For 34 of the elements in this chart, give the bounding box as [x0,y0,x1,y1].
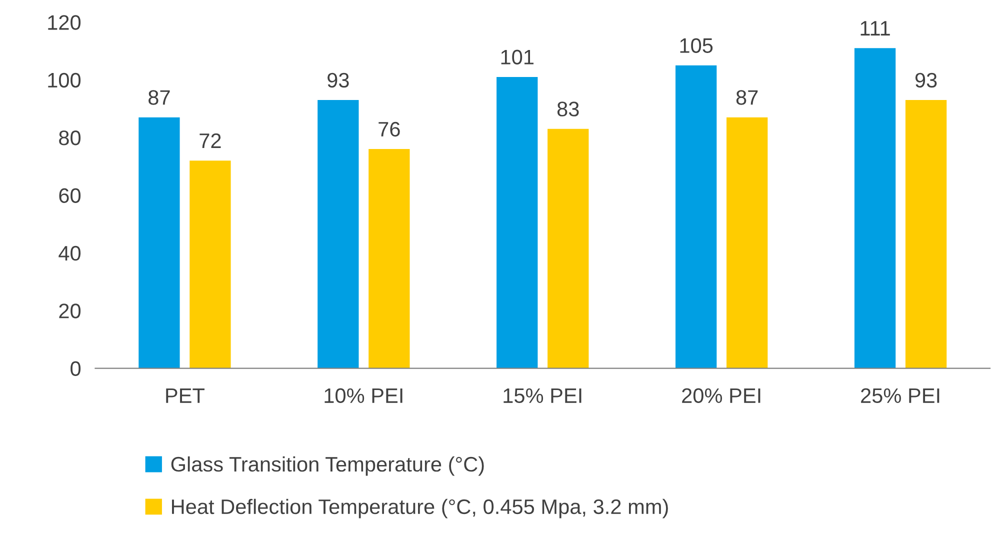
data-label: 111 [860,21,890,36]
legend-label: Heat Deflection Temperature (°C, 0.455 Mpa, 3.2 mm) [172,498,668,518]
data-label: 93 [328,72,349,88]
data-label: 105 [680,38,713,53]
bar [726,117,768,368]
x-tick-label: 20% PEI [682,388,760,404]
bar [496,76,538,368]
legend-label: Glass Transition Temperature (°C) [171,456,484,476]
data-label: 87 [148,90,170,105]
y-tick-label: 60 [59,188,81,203]
bar [138,117,180,368]
y-tick-label: 120 [48,15,81,30]
x-tick-label: PET [166,388,204,403]
x-tick-label: 25% PEI [861,388,940,404]
y-tick-label: 20 [59,304,81,318]
data-label: 76 [378,122,400,137]
data-label: 83 [557,102,579,116]
y-tick-label: 0 [70,361,81,376]
bar [190,160,231,368]
data-label: 101 [501,50,534,64]
y-tick-label: 100 [48,72,81,88]
bar [854,48,896,368]
y-tick-label: 80 [59,130,81,146]
bar [318,100,359,368]
data-label: 72 [200,133,221,148]
x-tick-label: 15% PEI [504,388,582,404]
data-label: 87 [736,90,758,105]
bar [905,100,947,368]
x-tick-label: 10% PEI [324,388,402,404]
bar [368,149,410,368]
bar [548,128,589,368]
data-label: 93 [915,72,937,88]
y-tick-label: 40 [58,246,81,261]
bar [676,65,717,368]
